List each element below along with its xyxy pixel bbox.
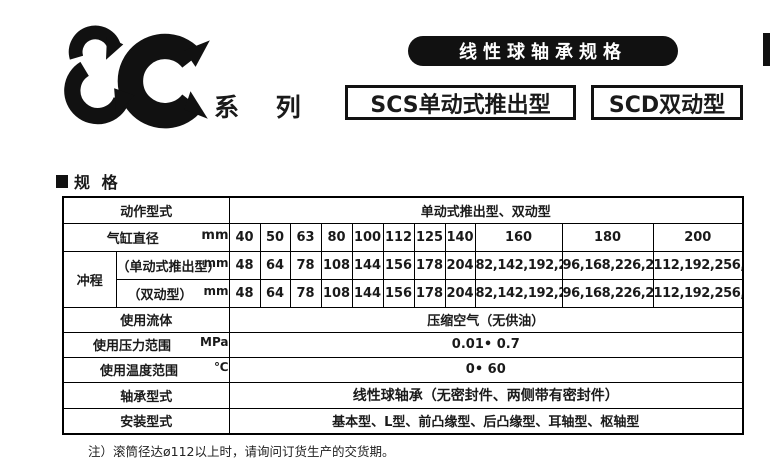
stroke-value-cell: 82,142,192,240	[474, 250, 563, 280]
stroke-single-sublabel: mm （单动式推出型）	[115, 250, 230, 280]
fluid-label: 使用流体	[62, 306, 230, 333]
stroke-value-cell: 178	[413, 278, 446, 308]
action-type-label: 动作型式	[62, 196, 230, 224]
mounting-value: 基本型、L型、前凸缘型、后凸缘型、耳轴型、枢轴型	[228, 407, 744, 435]
stroke-value-cell: 112,192,256,320	[652, 278, 744, 308]
bore-label-text: 气缸直径	[106, 231, 159, 247]
bore-value-cell: 125	[413, 222, 446, 252]
bore-value-cell: 140	[444, 222, 476, 252]
temperature-value: 0• 60	[228, 356, 744, 383]
temperature-label-text: 使用温度范围	[99, 364, 178, 379]
page-edge-tab	[763, 33, 770, 66]
pressure-label-text: 使用压力范围	[92, 339, 171, 354]
table-row-action-type: 动作型式 单动式推出型、双动型	[62, 196, 744, 224]
stroke-single-sublabel-text: （单动式推出型）	[116, 259, 221, 275]
bore-value-cell: 63	[289, 222, 322, 252]
stroke-value-cell: 156	[382, 250, 415, 280]
bore-unit: mm	[201, 227, 229, 243]
stroke-single-unit: mm	[203, 255, 229, 270]
bore-value-cell: 80	[320, 222, 353, 252]
temperature-label: ℃ 使用温度范围	[62, 356, 230, 383]
stroke-value-cell: 108	[320, 278, 353, 308]
stroke-value-cell: 96,168,226,280	[561, 250, 654, 280]
stroke-value-cell: 48	[228, 250, 261, 280]
footnote: 注）滚筒径达ø112以上时，请询问订货生产的交货期。	[88, 444, 395, 459]
stroke-value-cell: 48	[228, 278, 261, 308]
table-row-bearing: 轴承型式 线性球轴承（无密封件、两侧带有密封件）	[62, 381, 744, 409]
stroke-double-sublabel-text: （双动型）	[127, 287, 193, 303]
fluid-value: 压缩空气（无供油）	[228, 306, 744, 333]
square-bullet-icon	[56, 174, 68, 188]
stroke-label: 冲程	[62, 250, 117, 308]
logo-c-top-swash	[184, 40, 210, 67]
stroke-value-cell: 82,142,192,240	[474, 278, 563, 308]
bearing-label: 轴承型式	[62, 381, 230, 409]
section-title-text: 规 格	[74, 173, 121, 192]
spec-banner: 线性球轴承规格	[408, 36, 678, 66]
bore-value-cell: 180	[561, 222, 654, 252]
bearing-value: 线性球轴承（无密封件、两侧带有密封件）	[228, 381, 744, 409]
stroke-value-cell: 144	[351, 278, 384, 308]
stroke-value-cell: 144	[351, 250, 384, 280]
table-row-fluid: 使用流体 压缩空气（无供油）	[62, 306, 744, 333]
table-row-mounting: 安装型式 基本型、L型、前凸缘型、后凸缘型、耳轴型、枢轴型	[62, 407, 744, 435]
stroke-value-cell: 204	[444, 278, 476, 308]
pressure-value: 0.01• 0.7	[228, 331, 744, 358]
bore-value-cell: 50	[259, 222, 291, 252]
pressure-unit: MPa	[200, 335, 229, 349]
stroke-double-unit: mm	[203, 283, 229, 298]
table-row-pressure: MPa 使用压力范围 0.01• 0.7	[62, 331, 744, 358]
model-box-scd: SCD双动型	[591, 85, 743, 120]
temperature-unit: ℃	[213, 360, 229, 374]
stroke-double-sublabel: mm （双动型）	[115, 278, 230, 308]
stroke-value-cell: 112,192,256,320	[652, 250, 744, 280]
stroke-value-cell: 108	[320, 250, 353, 280]
action-type-value: 单动式推出型、双动型	[228, 196, 744, 224]
logo-s-bottom-swash	[114, 88, 135, 115]
section-title: 规 格	[56, 169, 121, 193]
table-row-bore: mm 气缸直径 40 50 63 80 100 112 125 140 160 …	[62, 222, 744, 252]
bore-label: mm 气缸直径	[62, 222, 230, 252]
stroke-value-cell: 96,168,226,280	[561, 278, 654, 308]
bore-value-cell: 200	[652, 222, 744, 252]
bore-value-cell: 160	[474, 222, 563, 252]
bore-value-cell: 112	[382, 222, 415, 252]
stroke-value-cell: 64	[259, 250, 291, 280]
stroke-value-cell: 78	[289, 250, 322, 280]
logo-c-stroke	[117, 33, 203, 129]
logo-s-top-swash	[105, 36, 124, 60]
pressure-label: MPa 使用压力范围	[62, 331, 230, 358]
spec-table: 动作型式 单动式推出型、双动型 mm 气缸直径 40 50 63 80 100 …	[62, 196, 745, 435]
mounting-label: 安装型式	[62, 407, 230, 435]
stroke-value-cell: 64	[259, 278, 291, 308]
sc-logo	[64, 25, 210, 129]
logo-c-bottom-swash	[184, 91, 208, 119]
stroke-value-cell: 178	[413, 250, 446, 280]
logo-s-bottom-stroke	[64, 61, 129, 125]
stroke-value-cell: 78	[289, 278, 322, 308]
model-box-scs: SCS单动式推出型	[345, 85, 576, 120]
table-row-stroke-double: mm （双动型） 48 64 78 108 144 156 178 204 82…	[63, 278, 744, 308]
bore-value-cell: 40	[228, 222, 261, 252]
table-row-stroke-single: 冲程 mm （单动式推出型） 48 64 78 108 144 156 178 …	[62, 250, 744, 308]
bore-value-cell: 100	[351, 222, 384, 252]
series-label: 系 列	[214, 93, 315, 122]
table-row-temperature: ℃ 使用温度范围 0• 60	[62, 356, 744, 383]
stroke-value-cell: 156	[382, 278, 415, 308]
stroke-value-cell: 204	[444, 250, 476, 280]
